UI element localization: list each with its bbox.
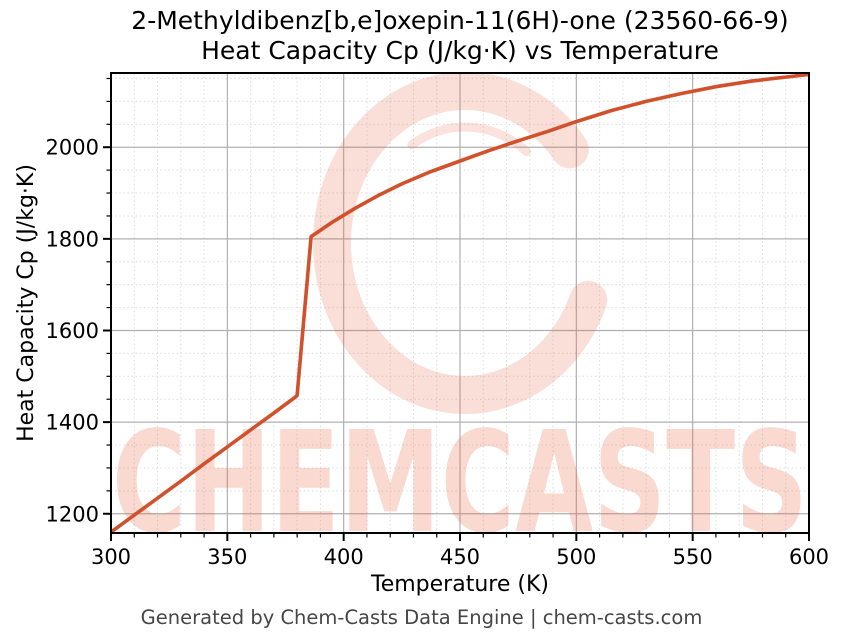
watermark-group: CHEMCASTS [112, 73, 808, 565]
footer-credit: Generated by Chem-Casts Data Engine | ch… [140, 606, 703, 629]
data-curve-group [111, 73, 809, 533]
chart-title-line2: Heat Capacity Cp (J/kg·K) vs Temperature [201, 36, 719, 65]
x-tick-label-600: 600 [789, 545, 829, 569]
watermark-swirl-highlight-icon [407, 122, 532, 157]
x-tick-label-350: 350 [207, 545, 247, 569]
x-axis-label: Temperature (K) [370, 572, 549, 597]
x-tick-label-550: 550 [673, 545, 713, 569]
x-tick-label-400: 400 [324, 545, 364, 569]
x-tick-label-450: 450 [440, 545, 480, 569]
x-tick-label-500: 500 [556, 545, 596, 569]
watermark-text: CHEMCASTS [112, 402, 808, 565]
y-tick-label-2000: 2000 [46, 136, 99, 160]
chart-title-line1: 2-Methyldibenz[b,e]oxepin-11(6H)-one (23… [131, 6, 789, 35]
y-tick-label-1600: 1600 [46, 319, 99, 343]
watermark-swirl-icon [313, 73, 608, 414]
ticks-group [103, 77, 810, 541]
y-axis-label: Heat Capacity Cp (J/kg·K) [14, 164, 39, 442]
axis-labels-group: Temperature (K) Heat Capacity Cp (J/kg·K) [14, 164, 549, 597]
y-tick-label-1200: 1200 [46, 502, 99, 526]
tick-labels-group: 300 350 400 450 500 550 600 1200 1400 1600 1800 200… [46, 136, 830, 569]
chart-title: 2-Methyldibenz[b,e]oxepin-11(6H)-one (23… [111, 6, 809, 66]
x-tick-label-300: 300 [91, 545, 131, 569]
y-tick-label-1800: 1800 [46, 227, 99, 251]
grid-major-group [110, 73, 810, 533]
y-tick-label-1400: 1400 [46, 411, 99, 435]
cp-vs-temperature-curve [111, 73, 809, 533]
